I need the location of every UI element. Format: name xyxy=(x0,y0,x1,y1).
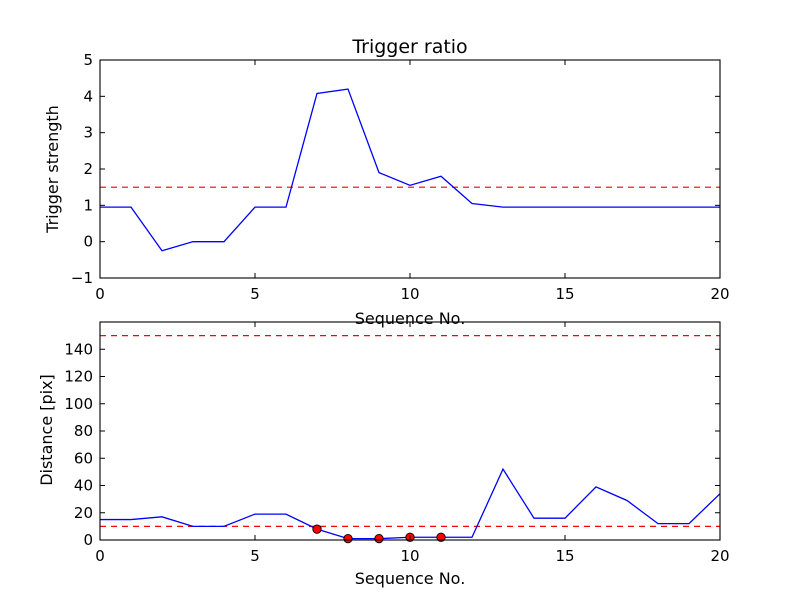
y-tick-label: 0 xyxy=(83,531,93,549)
bottom-plot-ylabel: Distance [pix] xyxy=(37,374,56,486)
y-tick-label: 100 xyxy=(64,395,93,413)
x-tick-label: 10 xyxy=(400,285,419,303)
y-tick-label: 80 xyxy=(74,422,93,440)
x-tick-label: 5 xyxy=(250,547,260,565)
y-tick-label: 3 xyxy=(83,124,93,142)
marker-point xyxy=(343,533,353,544)
x-tick-label: 15 xyxy=(555,285,574,303)
top-plot-ylabel: Trigger strength xyxy=(43,105,62,234)
top-plot-xlabel: Sequence No. xyxy=(355,309,466,328)
x-tick-label: 0 xyxy=(95,285,105,303)
y-tick-label: 5 xyxy=(83,51,93,69)
y-tick-label: 120 xyxy=(64,368,93,386)
y-tick-label: 4 xyxy=(83,87,93,105)
x-tick-label: 20 xyxy=(710,547,729,565)
x-tick-label: 10 xyxy=(400,547,419,565)
x-tick-label: 0 xyxy=(95,547,105,565)
y-tick-label: 20 xyxy=(74,504,93,522)
marker-point xyxy=(312,524,322,534)
plot-frame xyxy=(99,321,721,541)
y-tick-label: 1 xyxy=(83,196,93,214)
x-tick-label: 15 xyxy=(555,547,574,565)
x-tick-label: 20 xyxy=(710,285,729,303)
top-plot-title: Trigger ratio xyxy=(351,36,467,58)
bottom-plot-xlabel: Sequence No. xyxy=(355,569,466,588)
marker-point xyxy=(436,532,446,542)
series-line-1-0 xyxy=(100,467,720,540)
y-tick-label: 60 xyxy=(74,449,93,467)
y-tick-label: 140 xyxy=(64,340,93,358)
y-tick-label: 0 xyxy=(83,233,93,251)
series-line-0-0 xyxy=(100,88,720,252)
marker-point xyxy=(374,533,384,544)
y-tick-label: −1 xyxy=(71,269,93,287)
y-tick-label: 40 xyxy=(74,477,93,495)
x-tick-label: 5 xyxy=(250,285,260,303)
y-tick-label: 2 xyxy=(83,160,93,178)
plot-frame xyxy=(99,59,721,279)
